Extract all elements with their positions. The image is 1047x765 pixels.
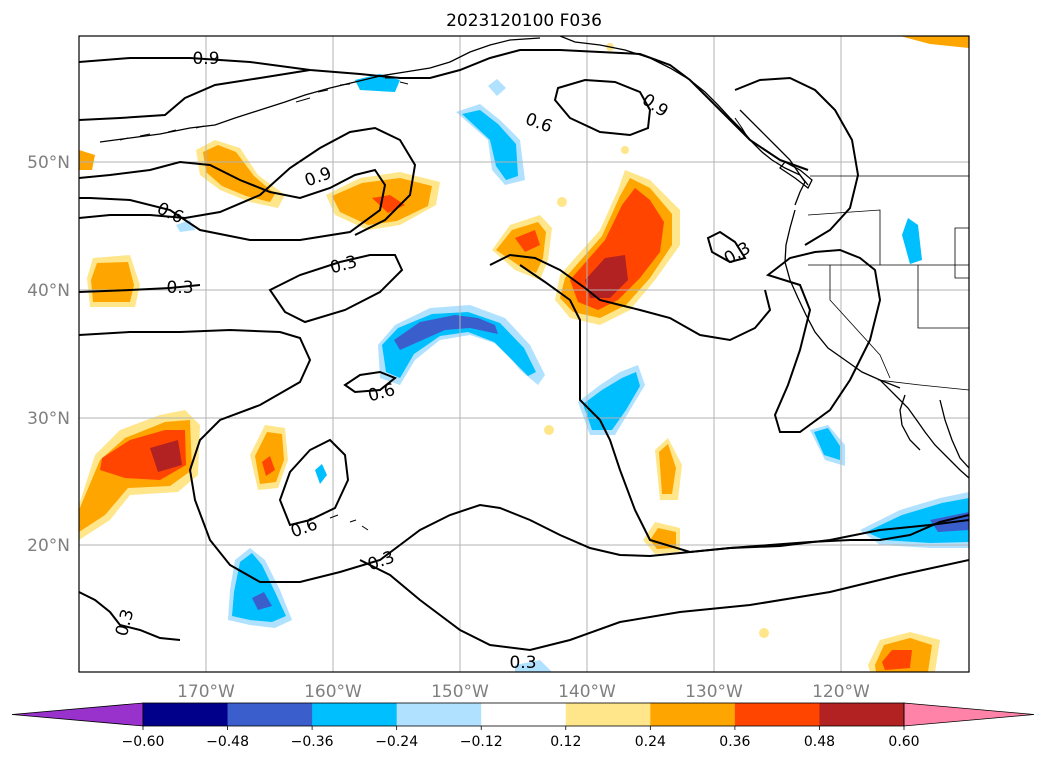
contour-06-east xyxy=(734,76,860,246)
border-states-3 xyxy=(829,265,891,379)
positive-blob-se-red xyxy=(882,650,912,670)
colorbar-tick-label: 0.60 xyxy=(888,734,919,750)
lat-label: 30°N xyxy=(27,409,70,429)
contour-lines xyxy=(79,49,969,652)
lon-label: 160°W xyxy=(304,682,362,702)
lon-label: 120°W xyxy=(812,682,870,702)
map-content: 0.9 0.9 0.9 0.6 0.6 0.6 0.6 0.3 0.3 0.3 … xyxy=(79,36,969,673)
colorbar-extend-low xyxy=(11,702,144,727)
contour-06-upper xyxy=(79,126,417,236)
border-states-1 xyxy=(807,209,881,265)
border-states-4 xyxy=(917,265,969,329)
coast-baja xyxy=(879,379,969,479)
colorbar-tick-label: −0.48 xyxy=(206,734,249,750)
lon-label: 130°W xyxy=(685,682,743,702)
contour-label: 0.3 xyxy=(166,278,193,298)
graticule xyxy=(79,36,969,672)
positive-blob-42n-red xyxy=(515,230,540,252)
contour-03-main xyxy=(489,253,772,342)
negative-blob-bottom xyxy=(515,660,552,672)
contour-06-lower xyxy=(79,328,969,583)
positive-blob-21n-orange xyxy=(650,528,676,549)
coast-baja-west xyxy=(899,394,921,451)
colorbar-extend-high xyxy=(903,702,1035,727)
contour-06-hawaii xyxy=(278,438,350,527)
colorbar-segment xyxy=(565,703,651,726)
colorbar-tick-label: −0.60 xyxy=(122,734,165,750)
lat-label: 40°N xyxy=(27,281,70,301)
colorbar: −0.60 −0.48 −0.36 −0.24 −0.12 0.12 0.24 0.36 0.4… xyxy=(11,702,1035,750)
negative-crescent-royal xyxy=(394,315,498,350)
contour-03-small xyxy=(706,230,747,264)
colorbar-tick-label: −0.12 xyxy=(460,734,503,750)
contour-06-ring xyxy=(553,78,652,137)
colorbar-tick-label: 0.36 xyxy=(719,734,750,750)
negative-blob-17n-blue xyxy=(232,553,286,622)
colorbar-segment xyxy=(819,703,905,726)
contour-03-east xyxy=(765,248,882,433)
contour-09-north xyxy=(79,49,809,171)
negative-blob-20n xyxy=(315,464,327,484)
positive-blob-25n-orange xyxy=(659,444,676,494)
colorbar-tick-label: 0.48 xyxy=(804,734,835,750)
colorbar-tick-label: −0.24 xyxy=(375,734,418,750)
positive-blob-ne-corner xyxy=(900,36,969,48)
island-chain-2 xyxy=(119,125,205,141)
longitude-labels: 170°W 160°W 150°W 140°W 130°W 120°W xyxy=(177,682,870,702)
lon-label: 150°W xyxy=(431,682,489,702)
coast-mexico xyxy=(939,399,969,469)
colorbar-segment xyxy=(650,703,736,726)
contour-03-loop xyxy=(519,264,969,554)
colorbar-segment xyxy=(396,703,482,726)
positive-dot-4 xyxy=(621,146,629,154)
contour-03-west xyxy=(79,284,201,293)
contour-03-mid xyxy=(268,254,404,324)
negative-blob-28n-blue xyxy=(814,428,840,460)
contour-label: 0.3 xyxy=(509,653,536,673)
island-hawaii xyxy=(329,514,369,531)
island-chain-1 xyxy=(295,83,351,103)
colorbar-segment xyxy=(734,703,820,726)
positive-blob-w-edge xyxy=(79,150,95,170)
coast-us-west xyxy=(784,209,901,389)
lon-label: 170°W xyxy=(177,682,235,702)
colorbar-tick-label: 0.12 xyxy=(550,734,581,750)
positive-blob-40n-orange xyxy=(91,262,134,302)
colorbar-tick-label: −0.36 xyxy=(291,734,334,750)
border-us-mexico xyxy=(877,379,969,391)
negative-blob-22n-blue xyxy=(866,498,969,543)
contour-03-south xyxy=(79,591,181,641)
contour-label: 0.9 xyxy=(192,49,219,69)
contour-09-mid xyxy=(79,69,311,121)
colorbar-outline xyxy=(142,702,905,727)
contour-06-small xyxy=(343,370,397,394)
lat-label: 20°N xyxy=(27,536,70,556)
contour-03-bottom xyxy=(359,559,969,652)
borders xyxy=(807,175,969,391)
negative-blob-31n-blue xyxy=(583,372,640,430)
positive-plume-core xyxy=(585,255,628,298)
negative-blob-43n xyxy=(902,218,922,264)
lon-label: 140°W xyxy=(558,682,616,702)
negative-blob-57n xyxy=(488,79,506,96)
positive-dot-3 xyxy=(759,628,769,638)
map-title: 2023120100 F036 xyxy=(446,11,602,31)
positive-blob-west-core xyxy=(150,440,182,472)
colorbar-segment xyxy=(227,703,313,726)
positive-blob-26n-red xyxy=(262,456,275,476)
map-frame xyxy=(78,35,970,673)
colorbar-segment xyxy=(312,703,398,726)
coast-alaska-peninsula xyxy=(99,37,541,143)
lat-label: 50°N xyxy=(27,153,70,173)
colorbar-segment xyxy=(143,703,229,726)
border-states-5 xyxy=(954,227,969,279)
colorbar-tick-label: 0.24 xyxy=(635,734,666,750)
positive-dot-1 xyxy=(544,425,554,435)
coast-alaska-gulf xyxy=(559,36,809,186)
positive-dot-2 xyxy=(557,197,567,207)
latitude-labels: 50°N 40°N 30°N 20°N xyxy=(27,153,70,556)
colorbar-segment xyxy=(481,703,567,726)
negative-blob-17n-royal xyxy=(252,592,272,610)
